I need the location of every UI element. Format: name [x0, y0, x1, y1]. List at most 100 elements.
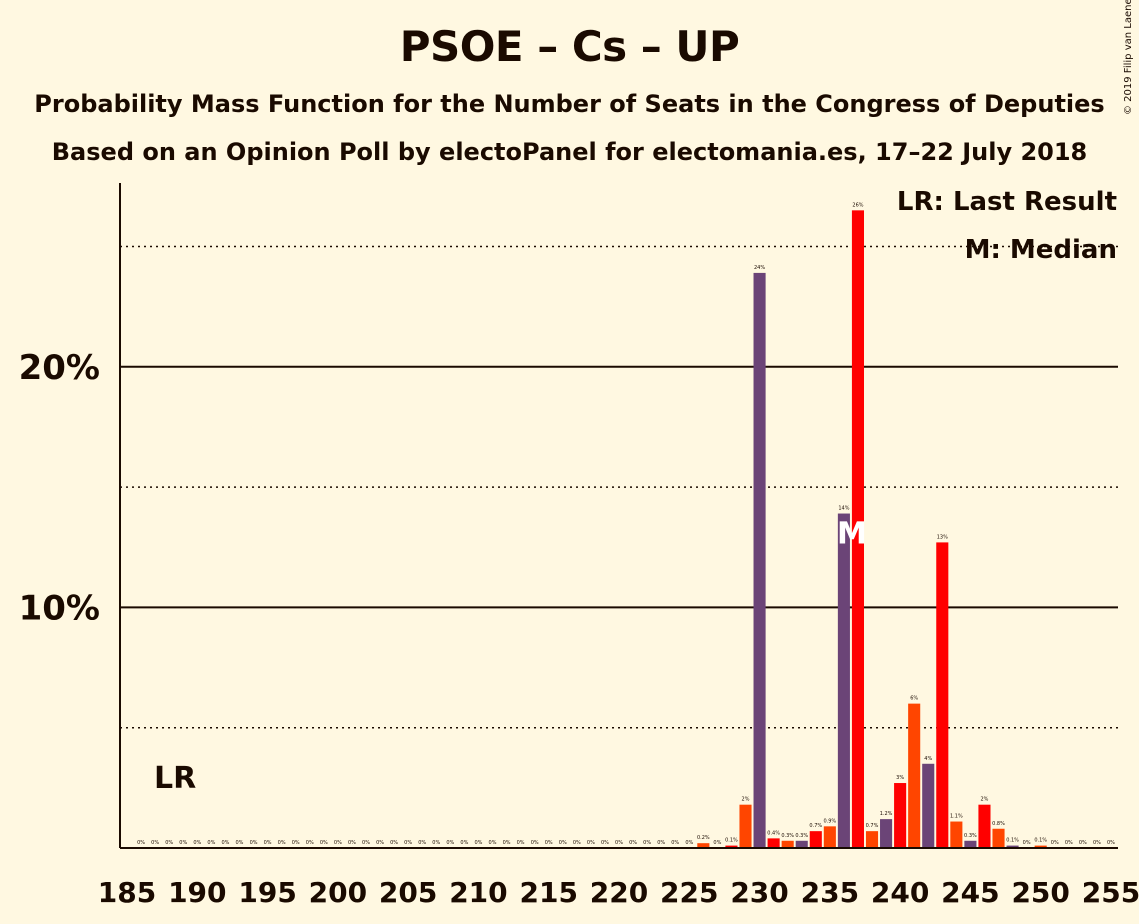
bar-seat-245: [964, 840, 977, 848]
data-label-201: 0%: [348, 840, 356, 846]
data-label-200: 0%: [334, 840, 342, 846]
data-label-212: 0%: [503, 840, 511, 846]
data-label-211: 0%: [489, 840, 497, 846]
data-label-194: 0%: [250, 840, 258, 846]
data-label-224: 0%: [671, 840, 679, 846]
data-label-232: 0.3%: [781, 833, 794, 839]
legend-last-result: LR: Last Result: [897, 187, 1117, 217]
bar-seat-242: [922, 763, 935, 848]
bar-seat-226: [697, 843, 710, 848]
data-label-252: 0%: [1065, 840, 1073, 846]
data-label-187: 0%: [151, 840, 159, 846]
x-tick-label-225: 225: [660, 876, 718, 909]
bar-seat-248: [1006, 845, 1019, 848]
data-label-242: 4%: [924, 756, 932, 762]
data-label-188: 0%: [165, 840, 173, 846]
data-label-245: 0.3%: [964, 833, 977, 839]
data-label-213: 0%: [517, 840, 525, 846]
data-label-226: 0.2%: [697, 835, 710, 841]
data-label-239: 1.2%: [880, 811, 893, 817]
data-label-205: 0%: [404, 840, 412, 846]
data-label-223: 0%: [657, 840, 665, 846]
bar-seat-238: [865, 831, 879, 848]
data-label-246: 2%: [980, 797, 988, 803]
x-tick-label-210: 210: [449, 876, 507, 909]
data-label-243: 13%: [937, 534, 948, 540]
data-label-222: 0%: [643, 840, 651, 846]
data-label-191: 0%: [207, 840, 215, 846]
data-label-240: 3%: [896, 775, 904, 781]
data-label-235: 0.9%: [823, 818, 836, 824]
data-label-221: 0%: [629, 840, 637, 846]
data-label-193: 0%: [236, 840, 244, 846]
x-tick-label-240: 240: [871, 876, 929, 909]
bar-seat-243: [936, 542, 949, 848]
bar-seat-250: [1034, 845, 1047, 848]
x-tick-label-195: 195: [238, 876, 296, 909]
bar-series: [697, 210, 1047, 848]
x-tick-label-200: 200: [309, 876, 367, 909]
data-label-209: 0%: [460, 840, 468, 846]
data-label-254: 0%: [1093, 840, 1101, 846]
data-label-238: 0.7%: [866, 823, 879, 829]
bar-seat-233: [795, 840, 808, 848]
data-label-197: 0%: [292, 840, 300, 846]
bar-seat-235: [823, 826, 836, 848]
axes: 185 190 195 200 205 210 215 220 225 230 235 240 245 2…: [19, 183, 1139, 909]
y-tick-label: 10%: [19, 588, 100, 628]
bar-seat-244: [950, 821, 963, 848]
data-label-215: 0%: [545, 840, 553, 846]
data-label-206: 0%: [418, 840, 426, 846]
bar-data-labels: 0% 0% 0% 0% 0% 0% 0% 0% 0% 0% 0% 0% 0% 0% 0% 0% 0% 0% 0% 0%…: [137, 202, 1115, 846]
data-label-227: 0%: [713, 840, 721, 846]
legend-median: M: Median: [965, 235, 1117, 265]
bar-seat-246: [978, 804, 991, 848]
data-label-241: 6%: [910, 696, 918, 702]
grid-lines: [120, 245, 1118, 729]
data-label-208: 0%: [446, 840, 454, 846]
data-label-186: 0%: [137, 840, 145, 846]
data-label-253: 0%: [1079, 840, 1087, 846]
data-label-244: 1.1%: [950, 814, 963, 820]
data-label-203: 0%: [376, 840, 384, 846]
data-label-230: 24%: [754, 265, 765, 271]
data-label-204: 0%: [390, 840, 398, 846]
x-tick-label-220: 220: [590, 876, 648, 909]
data-label-216: 0%: [559, 840, 567, 846]
data-label-190: 0%: [193, 840, 201, 846]
data-label-219: 0%: [601, 840, 609, 846]
data-label-251: 0%: [1051, 840, 1059, 846]
data-label-195: 0%: [264, 840, 272, 846]
bar-seat-229: [739, 804, 752, 848]
data-label-237: 26%: [852, 202, 863, 208]
data-label-234: 0.7%: [809, 823, 822, 829]
bar-seat-240: [894, 783, 907, 848]
data-label-233: 0.3%: [795, 833, 808, 839]
bar-seat-232: [781, 840, 794, 848]
x-tick-label-215: 215: [519, 876, 577, 909]
data-label-228: 0.1%: [725, 838, 738, 844]
chart-title: PSOE – Cs – UP: [399, 22, 740, 71]
data-label-199: 0%: [320, 840, 328, 846]
bar-seat-234: [809, 831, 822, 848]
last-result-marker: LR: [154, 761, 196, 796]
data-label-207: 0%: [432, 840, 440, 846]
data-label-225: 0%: [685, 840, 693, 846]
y-tick-label: 20%: [19, 348, 100, 388]
x-tick-label-205: 205: [379, 876, 437, 909]
data-label-198: 0%: [306, 840, 314, 846]
bar-seat-237: [851, 210, 865, 848]
data-label-196: 0%: [278, 840, 286, 846]
x-tick-label-235: 235: [801, 876, 859, 909]
x-tick-label-255: 255: [1082, 876, 1139, 909]
data-label-250: 0.1%: [1034, 838, 1047, 844]
chart-subtitle: Probability Mass Function for the Number…: [34, 90, 1105, 118]
x-tick-label-190: 190: [168, 876, 226, 909]
data-label-247: 0.8%: [992, 821, 1005, 827]
x-tick-label-185: 185: [98, 876, 156, 909]
median-marker: M: [837, 517, 867, 552]
data-label-255: 0%: [1107, 840, 1115, 846]
data-label-189: 0%: [179, 840, 187, 846]
bar-seat-239: [880, 819, 893, 848]
